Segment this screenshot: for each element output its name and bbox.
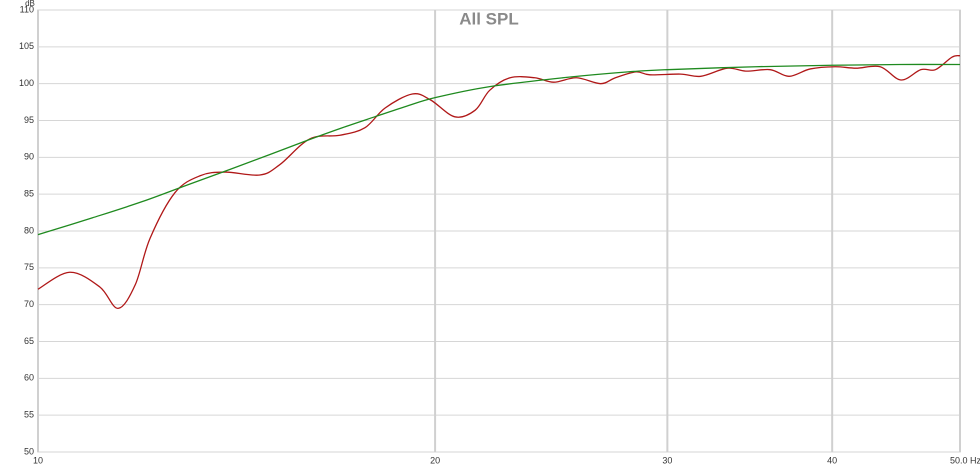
y-tick-label: 60 <box>24 373 34 383</box>
y-tick-label: 80 <box>24 225 34 235</box>
chart-title: All SPL <box>459 9 519 28</box>
y-tick-label: 100 <box>19 78 34 88</box>
x-tick-label: 40 <box>827 455 837 465</box>
y-tick-label: 55 <box>24 410 34 420</box>
y-unit: dB <box>25 0 35 8</box>
x-tick-label: 30 <box>662 455 672 465</box>
series-line <box>37 54 961 309</box>
x-tick-label: 50.0 Hz <box>950 455 980 465</box>
y-tick-label: 110 <box>20 4 34 14</box>
x-tick-label: 10 <box>33 455 43 465</box>
y-tick-label: 70 <box>24 299 34 309</box>
y-tick-label: 95 <box>24 115 34 125</box>
x-tick-label: 20 <box>430 455 440 465</box>
y-tick-label: 85 <box>24 189 34 199</box>
y-tick-label: 105 <box>19 41 34 51</box>
y-tick-label: 65 <box>24 336 34 346</box>
y-tick-label: 50 <box>24 446 34 456</box>
y-tick-label: 90 <box>24 152 34 162</box>
y-tick-label: 75 <box>24 262 34 272</box>
series-line <box>37 63 961 236</box>
